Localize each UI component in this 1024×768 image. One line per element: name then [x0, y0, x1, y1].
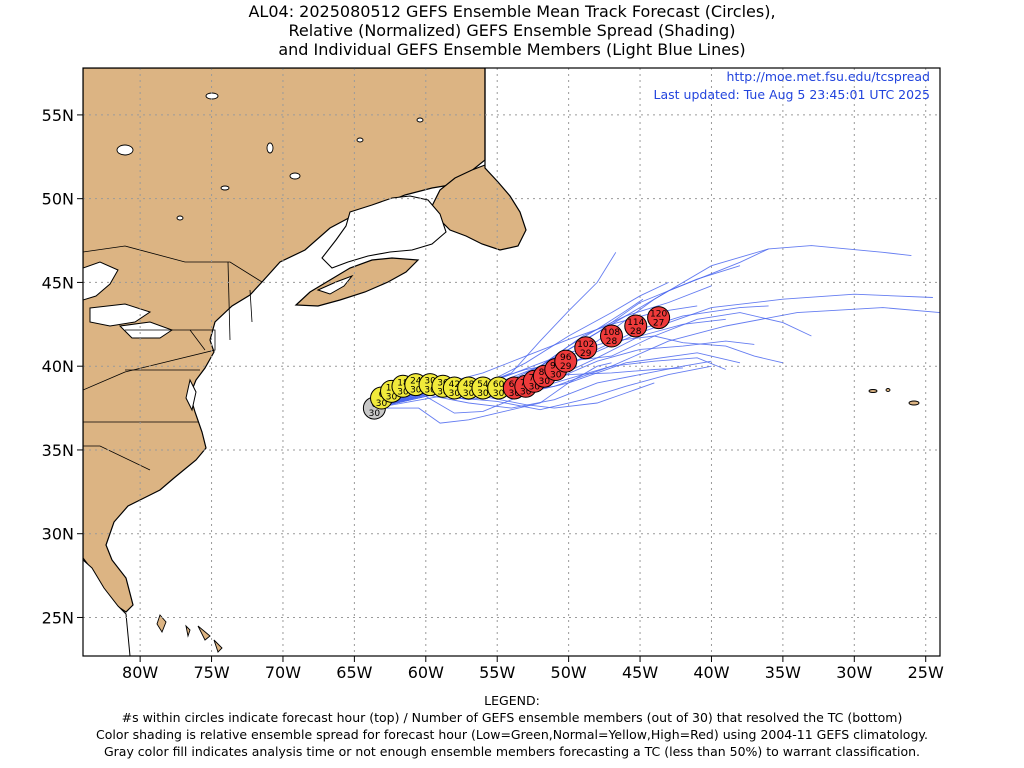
track-members-label: 30 — [520, 387, 532, 397]
x-tick-label: 55W — [479, 663, 515, 682]
track-hour-label: 84 — [539, 368, 551, 378]
y-tick-label: 30N — [42, 525, 74, 544]
chesapeake-bay-water — [185, 378, 197, 412]
y-tick-label: 25N — [42, 608, 74, 627]
x-tick-label: 60W — [408, 663, 444, 682]
gulf-st-lawrence-water — [321, 195, 447, 269]
track-circle — [554, 349, 578, 373]
x-tick-label: 70W — [265, 663, 301, 682]
x-tick-label: 40W — [693, 663, 729, 682]
ensemble-member-line — [374, 362, 612, 424]
track-hour-label: 102 — [577, 340, 594, 350]
track-members-label: 30 — [424, 386, 436, 396]
azores-islands — [868, 388, 920, 406]
track-members-label: 29 — [560, 362, 572, 372]
bay-of-fundy-water — [316, 274, 354, 295]
track-members-label: 30 — [410, 386, 422, 396]
track-hour-label: 30 — [424, 377, 436, 387]
y-tick-label: 45N — [42, 273, 74, 292]
legend-line-1: #s within circles indicate forecast hour… — [121, 710, 903, 725]
track-members-label: 30 — [437, 387, 449, 397]
track-members-label: 30 — [477, 389, 489, 399]
title-line-3: and Individual GEFS Ensemble Members (Li… — [278, 40, 746, 59]
track-circle — [599, 324, 623, 348]
gulf-of-mexico-water — [83, 559, 131, 656]
track-members-label: 30 — [550, 371, 562, 381]
track-hour-label: 54 — [477, 380, 489, 390]
title-line-2: Relative (Normalized) GEFS Ensemble Spre… — [288, 21, 736, 40]
title-line-1: AL04: 2025080512 GEFS Ensemble Mean Trac… — [248, 2, 776, 21]
track-members-label: 30 — [449, 389, 461, 399]
track-hour-label: 36 — [437, 378, 449, 388]
x-tick-label: 45W — [622, 663, 658, 682]
track-hour-label: 42 — [449, 380, 460, 390]
plot-frame — [82, 67, 941, 657]
y-axis-ticks: 25N 30N 35N 40N 45N 50N 55N — [42, 106, 83, 627]
track-hour-label: 48 — [463, 380, 475, 390]
track-hour-label: 120 — [650, 310, 667, 320]
track-members-label: 30 — [463, 389, 475, 399]
track-hour-label: 96 — [560, 353, 572, 363]
x-tick-label: 30W — [836, 663, 872, 682]
track-circle — [647, 306, 671, 330]
track-members-label: 30 — [397, 387, 409, 397]
bahamas-islands — [156, 614, 223, 653]
track-members-label: 30 — [369, 409, 381, 419]
track-circle — [624, 314, 648, 338]
track-members-label: 30 — [529, 382, 541, 392]
y-tick-label: 40N — [42, 357, 74, 376]
y-tick-label: 35N — [42, 441, 74, 460]
legend-heading: LEGEND: — [484, 693, 540, 708]
last-updated: Last updated: Tue Aug 5 23:45:01 UTC 202… — [654, 87, 930, 102]
legend-line-2: Color shading is relative ensemble sprea… — [96, 727, 928, 742]
nova-scotia-land — [294, 257, 420, 307]
great-lakes-water — [83, 261, 174, 339]
track-members-label: 28 — [630, 327, 642, 337]
track-members-label: 30 — [376, 399, 388, 409]
track-members-label: 29 — [580, 349, 592, 359]
land-layer — [83, 68, 920, 656]
track-hour-label: 24 — [410, 377, 422, 387]
x-tick-label: 75W — [193, 663, 229, 682]
newfoundland-land — [429, 68, 527, 251]
track-members-label: 30 — [539, 377, 551, 387]
x-tick-label: 35W — [765, 663, 801, 682]
x-tick-label: 65W — [336, 663, 372, 682]
legend-line-3: Gray color fill indicates analysis time … — [103, 744, 921, 759]
interior-lakes — [116, 92, 424, 221]
track-hour-label: 114 — [627, 318, 644, 328]
x-tick-label: 50W — [551, 663, 587, 682]
source-url[interactable]: http://moe.met.fsu.edu/tcspread — [727, 69, 930, 84]
x-tick-label: 80W — [122, 663, 158, 682]
y-tick-label: 55N — [42, 106, 74, 125]
track-hour-label: 108 — [603, 328, 620, 338]
track-members-label: 30 — [493, 389, 505, 399]
mean-track-circles: 0306301230183024303030363042304830543060… — [362, 306, 671, 420]
x-tick-label: 25W — [908, 663, 944, 682]
track-members-label: 27 — [653, 319, 664, 329]
track-members-label: 30 — [386, 392, 398, 402]
track-hour-label: 18 — [397, 378, 409, 388]
track-hour-label: 12 — [386, 383, 397, 393]
track-circle — [574, 336, 598, 360]
x-axis-ticks: 80W 75W 70W 65W 60W 55W 50W 45W 40W 35W 30W 25W — [122, 656, 944, 682]
track-members-label: 28 — [606, 337, 618, 347]
title-block: AL04: 2025080512 GEFS Ensemble Mean Trac… — [0, 2, 1024, 59]
track-hour-label: 60 — [493, 380, 505, 390]
track-members-label: 30 — [509, 389, 521, 399]
y-tick-label: 50N — [42, 190, 74, 209]
legend-block: LEGEND: #s within circles indicate forec… — [0, 692, 1024, 760]
